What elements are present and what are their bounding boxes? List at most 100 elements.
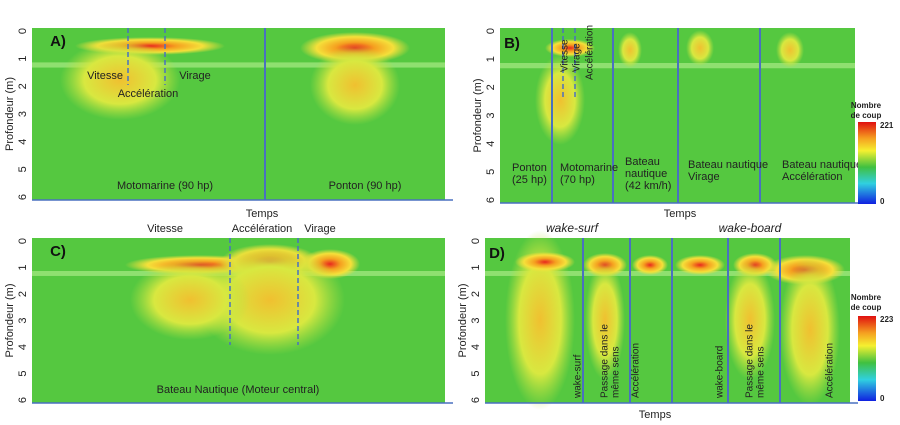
intensity-blob xyxy=(505,230,575,410)
surface-band xyxy=(485,271,850,276)
colorbar-min: 0 xyxy=(880,394,885,403)
annotation: Bateau nautique xyxy=(782,159,862,171)
intensity-blob xyxy=(725,260,775,380)
intensity-blob xyxy=(60,40,180,120)
intensity-blob xyxy=(675,255,725,275)
annotation: Bateau xyxy=(625,156,660,168)
panel: A) Profondeur (m) 0 1 2 3 4 5 6 Temps Vitesse Accél… xyxy=(4,28,453,220)
rotated-annotation: wake-surf xyxy=(573,354,584,399)
y-tick-label: 6 xyxy=(485,197,497,203)
rotated-annotation: même sens xyxy=(611,346,622,398)
colorbar xyxy=(858,316,876,401)
intensity-blob xyxy=(686,30,714,66)
y-tick-label: 0 xyxy=(17,28,29,34)
y-tick-label: 5 xyxy=(485,169,497,175)
y-tick-label: 1 xyxy=(470,264,482,270)
y-axis-label: Profondeur (m) xyxy=(4,284,16,358)
annotation: Accélération xyxy=(782,171,843,183)
rotated-annotation: même sens xyxy=(756,346,767,398)
y-tick-label: 3 xyxy=(470,317,482,323)
rotated-annotation: Passage dans le xyxy=(745,324,756,398)
intensity-blob xyxy=(776,32,804,68)
annotation: Accélération xyxy=(232,223,293,235)
annotation: nautique xyxy=(625,168,667,180)
y-tick-label: 5 xyxy=(17,166,29,172)
y-tick-label: 4 xyxy=(470,344,482,350)
annotation: Bateau nautique xyxy=(688,159,768,171)
legend-title: de coup xyxy=(851,303,882,312)
y-tick-label: 4 xyxy=(17,344,29,350)
y-tick-label: 3 xyxy=(17,111,29,117)
intensity-blob xyxy=(632,255,668,275)
intensity-blob xyxy=(130,260,250,340)
y-tick-label: 6 xyxy=(17,194,29,200)
colorbar-max: 223 xyxy=(880,315,894,324)
legend-title: Nombre xyxy=(851,293,882,302)
y-axis-label: Profondeur (m) xyxy=(457,284,469,358)
annotation: Virage xyxy=(179,70,211,82)
y-tick-label: 4 xyxy=(485,141,497,147)
annotation: Motomarine xyxy=(560,162,618,174)
legend-title: de coup xyxy=(851,111,882,120)
intensity-blob xyxy=(618,32,642,68)
intensity-blob xyxy=(585,260,625,380)
rotated-annotation: Accélération xyxy=(585,25,596,80)
x-axis-label: Temps xyxy=(246,208,279,220)
intensity-blob xyxy=(780,255,840,405)
y-tick-label: 3 xyxy=(485,112,497,118)
annotation: Bateau Nautique (Moteur central) xyxy=(157,384,320,396)
panel-label: C) xyxy=(50,243,66,260)
panel: D) Profondeur (m) 0 1 2 3 4 5 6 Temps wake-surf wak… xyxy=(457,221,894,421)
y-axis-label: Profondeur (m) xyxy=(472,79,484,153)
y-tick-label: 6 xyxy=(17,397,29,403)
annotation: (42 km/h) xyxy=(625,180,671,192)
y-tick-label: 1 xyxy=(17,56,29,62)
rotated-annotation: Accélération xyxy=(825,343,836,398)
intensity-blob xyxy=(545,39,595,57)
colorbar xyxy=(858,122,876,204)
annotation: Virage xyxy=(688,171,720,183)
y-tick-label: 3 xyxy=(17,317,29,323)
annotation: (70 hp) xyxy=(560,174,595,186)
y-tick-label: 0 xyxy=(470,238,482,244)
annotation: wake-board xyxy=(719,221,782,235)
rotated-annotation: Accélération xyxy=(631,343,642,398)
y-tick-label: 5 xyxy=(470,370,482,376)
rotated-annotation: Vitesse xyxy=(560,39,571,72)
annotation: Ponton (90 hp) xyxy=(329,180,402,192)
panel-label: D) xyxy=(489,245,505,262)
legend-title: Nombre xyxy=(851,101,882,110)
rotated-annotation: wake-board xyxy=(715,346,726,399)
y-tick-label: 0 xyxy=(485,28,497,34)
annotation: wake-surf xyxy=(546,221,600,235)
colorbar-min: 0 xyxy=(880,197,885,206)
annotation: Vitesse xyxy=(87,70,123,82)
panel: C) Profondeur (m) 0 1 2 3 4 5 6 Vitesse Accélérati… xyxy=(4,223,453,404)
annotation: Virage xyxy=(304,223,336,235)
annotation: Accélération xyxy=(118,88,179,100)
intensity-blob xyxy=(515,252,575,272)
y-tick-label: 0 xyxy=(17,238,29,244)
panel-label: A) xyxy=(50,33,66,50)
y-tick-label: 2 xyxy=(470,291,482,297)
rotated-annotation: Passage dans le xyxy=(600,324,611,398)
annotation: Motomarine (90 hp) xyxy=(117,180,213,192)
panel-label: B) xyxy=(504,35,520,52)
annotation: Vitesse xyxy=(147,223,183,235)
y-tick-label: 4 xyxy=(17,139,29,145)
annotation: Ponton xyxy=(512,162,547,174)
y-axis-label: Profondeur (m) xyxy=(4,77,16,151)
y-tick-label: 1 xyxy=(17,264,29,270)
colorbar-max: 221 xyxy=(880,121,894,130)
intensity-blob xyxy=(535,55,585,145)
y-tick-label: 2 xyxy=(485,84,497,90)
annotation: (25 hp) xyxy=(512,174,547,186)
intensity-blob xyxy=(310,45,400,125)
y-tick-label: 1 xyxy=(485,56,497,62)
y-tick-label: 6 xyxy=(470,397,482,403)
surface-band xyxy=(32,62,445,68)
rotated-annotation: Virage xyxy=(572,43,583,72)
y-tick-label: 2 xyxy=(17,83,29,89)
